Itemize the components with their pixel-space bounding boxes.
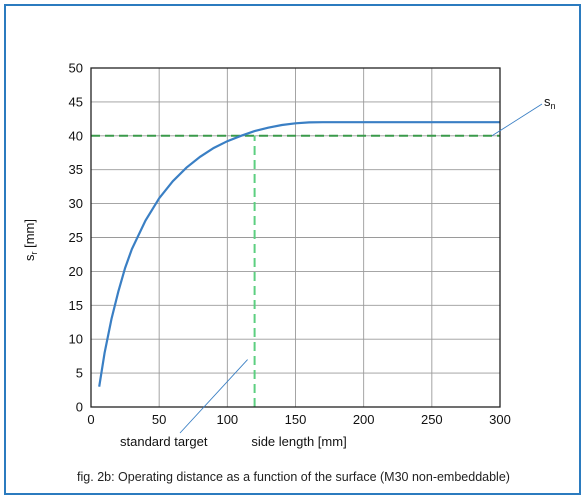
y-tick-label: 45 bbox=[69, 94, 83, 109]
sn-label: sn bbox=[544, 94, 556, 111]
x-tick-label: 150 bbox=[285, 412, 307, 427]
plot-area-border bbox=[90, 67, 501, 408]
sn-leader-line bbox=[491, 103, 543, 137]
operating-distance-curve bbox=[98, 121, 500, 387]
x-axis-label: side length [mm] bbox=[251, 434, 346, 449]
standard-target-label: standard target bbox=[120, 434, 208, 449]
x-tick-label: 100 bbox=[216, 412, 238, 427]
standard-target-leader-line bbox=[179, 359, 248, 434]
y-tick-label: 5 bbox=[76, 366, 83, 381]
y-tick-labels: 0 5 10 15 20 25 30 35 40 45 50 bbox=[69, 61, 83, 415]
x-tick-label: 50 bbox=[152, 412, 166, 427]
annotation-sn: sn bbox=[491, 94, 556, 137]
y-tick-label: 40 bbox=[69, 128, 83, 143]
annotation-standard-target: standard target bbox=[120, 359, 248, 449]
y-axis-label: sr [mm] bbox=[22, 219, 39, 261]
y-tick-label: 25 bbox=[69, 230, 83, 245]
grid bbox=[91, 68, 500, 407]
y-tick-label: 0 bbox=[76, 400, 83, 415]
x-tick-label: 200 bbox=[353, 412, 375, 427]
y-tick-label: 50 bbox=[69, 61, 83, 76]
y-tick-label: 35 bbox=[69, 162, 83, 177]
x-tick-label: 250 bbox=[421, 412, 443, 427]
y-tick-label: 15 bbox=[69, 298, 83, 313]
figure-caption: fig. 2b: Operating distance as a functio… bbox=[77, 470, 510, 484]
reference-lines bbox=[91, 134, 500, 407]
chart: 0 50 100 150 200 250 300 05101520253035404550 … bbox=[22, 61, 556, 450]
y-tick-label: 30 bbox=[69, 196, 83, 211]
y-tick-label: 10 bbox=[69, 332, 83, 347]
x-tick-label: 0 bbox=[87, 412, 94, 427]
y-tick-label: 20 bbox=[69, 264, 83, 279]
x-tick-label: 300 bbox=[489, 412, 511, 427]
x-tick-labels: 0 50 100 150 200 250 300 bbox=[87, 412, 510, 427]
figure-frame bbox=[4, 4, 581, 495]
